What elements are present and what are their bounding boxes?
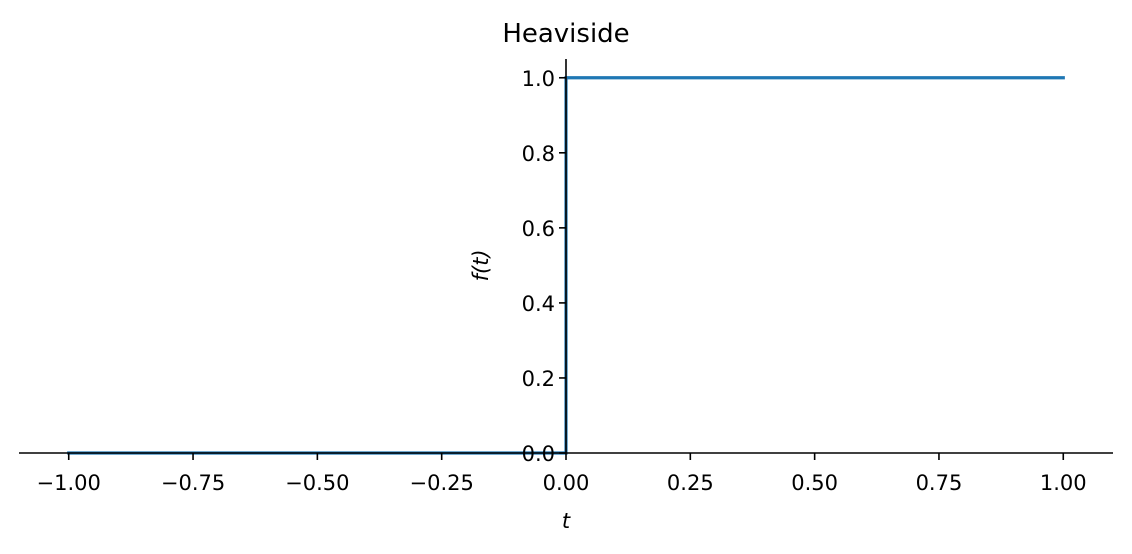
y-axis-ticks: 0.0 0.2 0.4 0.6 0.8 1.0	[522, 67, 566, 466]
chart-title: Heaviside	[502, 19, 629, 49]
x-tick-label: 0.50	[791, 471, 838, 495]
y-tick-label: 0.8	[522, 142, 555, 166]
y-tick-label: 1.0	[522, 67, 555, 91]
x-tick-label: 0.75	[916, 471, 963, 495]
x-tick-label: −0.25	[410, 471, 474, 495]
axis-spines	[19, 59, 1113, 454]
y-tick-label: 0.2	[522, 367, 555, 391]
x-tick-label: 0.00	[543, 471, 590, 495]
x-tick-label: 0.25	[667, 471, 714, 495]
y-axis-label: f(t)	[469, 249, 493, 281]
y-tick-label: 0.6	[522, 217, 555, 241]
x-axis-ticks: −1.00 −0.75 −0.50 −0.25 0.00 0.25 0.50 0.75 1.00	[37, 453, 1087, 495]
x-axis-label: t	[562, 509, 571, 533]
y-tick-label: 0.0	[522, 442, 555, 466]
y-tick-label: 0.4	[522, 292, 555, 316]
x-tick-label: −0.50	[285, 471, 349, 495]
x-tick-label: −0.75	[161, 471, 225, 495]
x-tick-label: −1.00	[37, 471, 101, 495]
x-tick-label: 1.00	[1040, 471, 1087, 495]
